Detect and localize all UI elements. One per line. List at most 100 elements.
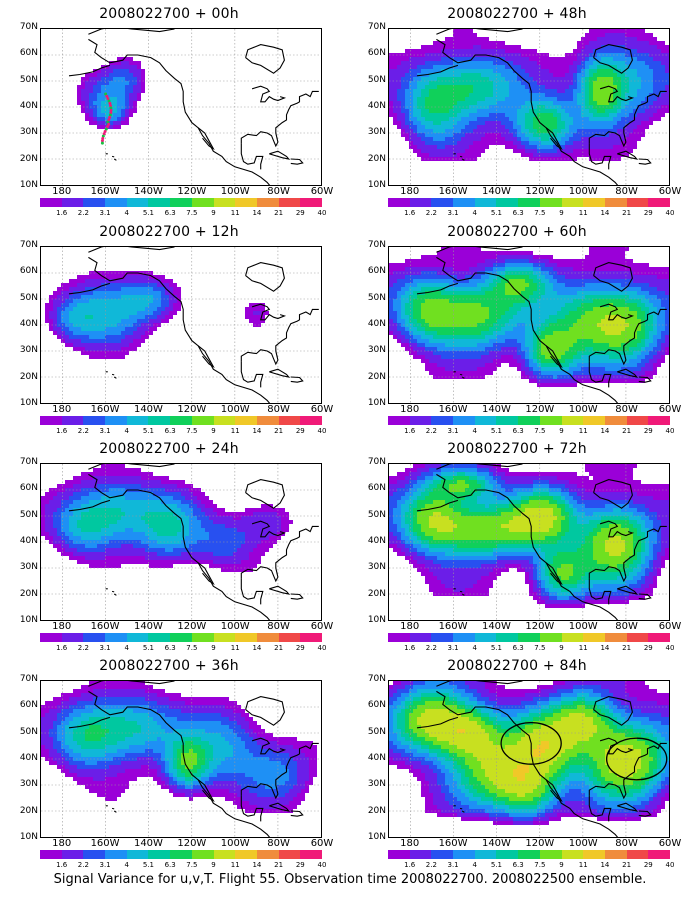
coastlines xyxy=(416,681,667,837)
map-plot xyxy=(388,246,670,404)
panel-title: 2008022700 + 48h xyxy=(447,6,587,22)
colorbar-label: 6.3 xyxy=(164,209,176,217)
colorbar-swatch xyxy=(213,633,236,642)
lon-tick-label: 120W xyxy=(177,404,207,415)
panel-title: 2008022700 + 60h xyxy=(447,224,587,240)
colorbar-swatch xyxy=(626,850,649,859)
colorbar-label: 4 xyxy=(472,209,477,217)
colorbar-label: 7.5 xyxy=(186,209,198,217)
lon-tick-label: 80W xyxy=(267,621,290,632)
colorbar-label: 7.5 xyxy=(186,644,198,652)
colorbar-swatch xyxy=(126,633,149,642)
panel-title: 2008022700 + 36h xyxy=(99,658,239,674)
lat-tick-label: 60N xyxy=(367,48,386,59)
lat-tick-label: 30N xyxy=(367,345,386,356)
colorbar-swatch xyxy=(61,416,84,425)
colorbar-swatch xyxy=(278,198,301,207)
colorbar-label: 40 xyxy=(665,209,675,217)
map-svg xyxy=(41,247,321,403)
colorbar-swatch xyxy=(235,633,257,642)
lon-tick-label: 160W xyxy=(90,621,120,632)
colorbar-swatch xyxy=(126,198,149,207)
lat-tick-label: 10N xyxy=(19,832,38,842)
colorbar-swatch xyxy=(126,850,149,859)
map-svg xyxy=(41,464,321,620)
lon-tick-label: 100W xyxy=(568,621,598,632)
colorbar-label: 11 xyxy=(578,209,588,217)
lat-tick-label: 20N xyxy=(19,153,38,164)
colorbar-label: 5.1 xyxy=(490,427,503,435)
lon-tick-label: 160W xyxy=(438,186,468,197)
lat-tick-label: 60N xyxy=(19,266,38,277)
lon-tick-label: 180 xyxy=(400,838,420,849)
colorbar-label: 11 xyxy=(578,427,588,435)
lat-tick-label: 60N xyxy=(19,700,38,711)
highlight-circle xyxy=(605,737,668,781)
lon-tick-label: 180 xyxy=(52,404,72,415)
lon-tick-label: 180 xyxy=(52,186,72,197)
panel-60h: 2008022700 + 60h 70N 60N 50N 40N 30N 20N 10N 18… xyxy=(352,218,682,438)
colorbar-swatch xyxy=(474,633,497,642)
colorbar-swatch xyxy=(474,850,497,859)
colorbar-swatch xyxy=(300,416,322,425)
colorbar-swatch xyxy=(191,198,214,207)
lat-tick-label: 70N xyxy=(19,240,38,250)
colorbar-label: 11 xyxy=(578,644,588,652)
colorbar-swatch xyxy=(148,633,171,642)
gridlines xyxy=(41,464,321,620)
colorbar-swatch xyxy=(105,633,127,642)
lon-tick-label: 100W xyxy=(220,621,250,632)
colorbar-label: 21 xyxy=(274,644,284,652)
colorbar-label: 9 xyxy=(211,209,216,217)
lat-tick-label: 60N xyxy=(367,266,386,277)
coastlines xyxy=(68,29,319,185)
colorbar-swatch xyxy=(648,416,670,425)
colorbar-label: 2.2 xyxy=(77,861,89,869)
colorbar-label: 9 xyxy=(559,861,564,869)
colorbar-swatch xyxy=(431,850,454,859)
lon-tick-label: 140W xyxy=(481,404,511,415)
colorbar-label: 3.1 xyxy=(99,861,111,869)
lon-tick-label: 140W xyxy=(133,621,163,632)
colorbar-swatch xyxy=(453,198,475,207)
colorbar-label: 14 xyxy=(252,861,262,869)
lon-tick-label: 120W xyxy=(177,621,207,632)
colorbar-label: 4 xyxy=(472,861,477,869)
colorbar-swatch xyxy=(474,416,497,425)
colorbar-swatch xyxy=(648,633,670,642)
colorbar-swatch xyxy=(409,633,432,642)
colorbar-label: 9 xyxy=(559,427,564,435)
lon-tick-label: 120W xyxy=(525,838,555,849)
colorbar-label: 2.2 xyxy=(425,427,437,435)
colorbar-swatch xyxy=(256,850,279,859)
colorbar xyxy=(40,850,322,859)
panel-title: 2008022700 + 72h xyxy=(447,441,587,457)
colorbar-swatch xyxy=(213,416,236,425)
colorbar-swatch xyxy=(539,633,562,642)
colorbar-swatch xyxy=(453,633,475,642)
lon-tick-label: 160W xyxy=(438,404,468,415)
colorbar xyxy=(388,850,670,859)
colorbar-swatch xyxy=(170,633,192,642)
lat-tick-label: 70N xyxy=(367,22,386,32)
colorbar-swatch xyxy=(191,416,214,425)
colorbar-swatch xyxy=(213,198,236,207)
colorbar-label: 7.5 xyxy=(534,209,546,217)
lat-tick-label: 50N xyxy=(19,726,38,737)
colorbar-swatch xyxy=(431,633,454,642)
colorbar-label: 4 xyxy=(124,209,129,217)
coastlines xyxy=(416,29,667,185)
colorbar-swatch xyxy=(626,416,649,425)
colorbar-label: 2.2 xyxy=(77,427,89,435)
lon-tick-label: 120W xyxy=(177,186,207,197)
gridlines xyxy=(389,464,669,620)
map-plot xyxy=(40,463,322,621)
lon-tick-label: 80W xyxy=(267,186,290,197)
colorbar-label: 4 xyxy=(472,644,477,652)
colorbar-swatch xyxy=(626,633,649,642)
colorbar-label: 1.6 xyxy=(56,209,68,217)
map-svg xyxy=(41,29,321,185)
map-svg xyxy=(389,29,669,185)
colorbar-swatch xyxy=(518,198,540,207)
lat-tick-label: 70N xyxy=(367,240,386,250)
